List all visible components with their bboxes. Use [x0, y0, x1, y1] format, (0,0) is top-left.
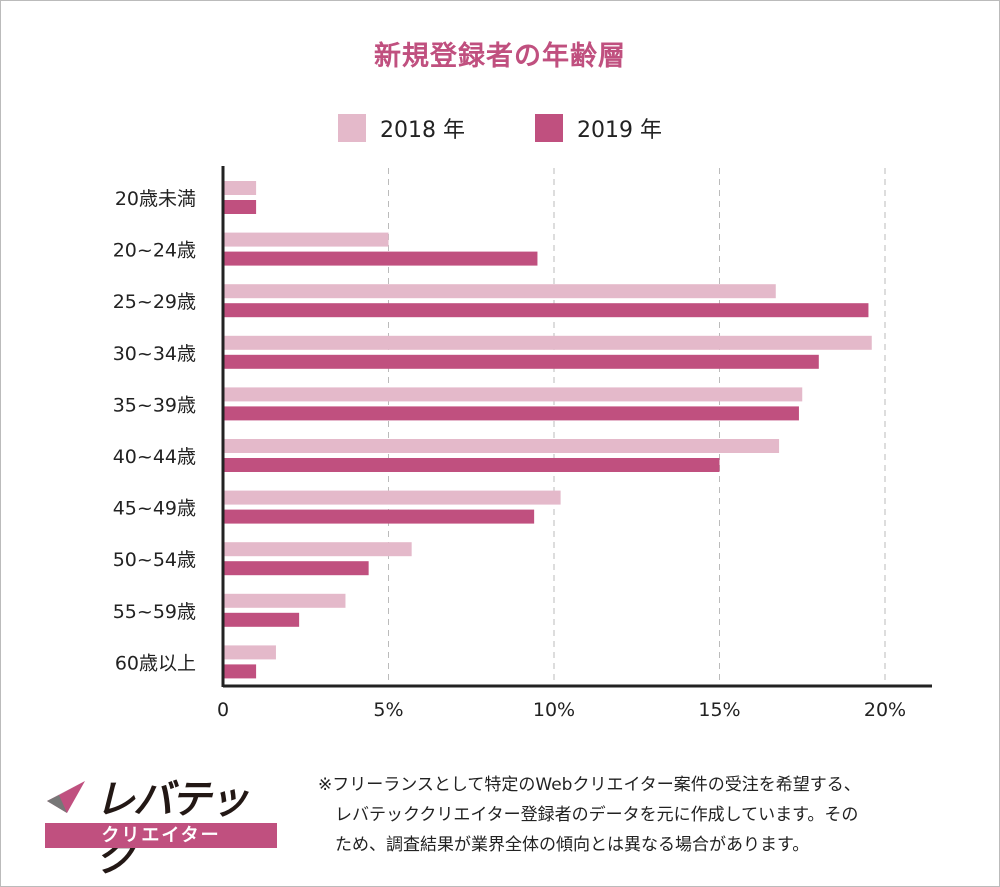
y-tick-label: 30~34歳 [113, 343, 196, 365]
bar-2019 [223, 612, 300, 627]
legend-label-2018: 2018 年 [380, 118, 465, 143]
bar-2018 [223, 439, 780, 453]
x-tick-label: 15% [698, 699, 740, 721]
bar-2019 [223, 509, 535, 524]
bar-2018 [223, 181, 257, 195]
y-tick-label: 20歳未満 [115, 188, 196, 210]
y-tick-label: 55~59歳 [113, 601, 196, 623]
footnote: ※フリーランスとして特定のWebクリエイター案件の受注を希望する、 レバテックク… [318, 775, 861, 855]
logo: レバテック クリエイター [45, 773, 277, 881]
chart-title: 新規登録者の年齢層 [374, 41, 626, 72]
bar-2018 [223, 387, 803, 402]
y-tick-label: 25~29歳 [113, 291, 196, 313]
x-tick-label: 5% [373, 699, 403, 721]
bar-2019 [223, 458, 720, 472]
legend-swatch-2019 [535, 114, 563, 142]
bar-2019 [223, 303, 869, 318]
legend-item-2018: 2018 年 [338, 112, 465, 144]
bar-2018 [223, 645, 276, 660]
bar-2019 [223, 251, 538, 266]
bar-2018 [223, 284, 776, 299]
y-tick-label: 50~54歳 [113, 549, 196, 571]
legend-label-2019: 2019 年 [577, 118, 662, 143]
bar-chart: 0 5% 10% 15% 20% 20歳未満 20~24歳 25~29歳 30~34歳 35~39… [113, 166, 932, 721]
x-tick-label: 20% [864, 699, 906, 721]
y-tick-label: 20~24歳 [113, 240, 196, 262]
y-tick-label: 45~49歳 [113, 498, 196, 520]
bar-2018 [223, 542, 412, 557]
y-tick-label: 35~39歳 [113, 394, 196, 416]
x-tick-label: 10% [533, 699, 575, 721]
x-tick-label: 0 [217, 699, 229, 721]
bar-2019 [223, 664, 257, 679]
legend: 2018 年 2019 年 [0, 112, 1000, 144]
y-tick-label: 40~44歳 [113, 446, 196, 468]
logo-subtext: クリエイター [45, 823, 277, 848]
legend-item-2019: 2019 年 [535, 112, 662, 144]
bar-2019 [223, 561, 369, 576]
legend-swatch-2018 [338, 114, 367, 142]
bar-2018 [223, 490, 561, 505]
bar-2019 [223, 200, 257, 214]
y-tick-label: 60歳以上 [115, 652, 196, 674]
bar-2018 [223, 593, 346, 608]
logo-mark-icon [47, 781, 85, 813]
bar-2019 [223, 354, 819, 369]
bar-2018 [223, 335, 872, 350]
bar-2019 [223, 406, 799, 421]
bar-2018 [223, 232, 389, 247]
